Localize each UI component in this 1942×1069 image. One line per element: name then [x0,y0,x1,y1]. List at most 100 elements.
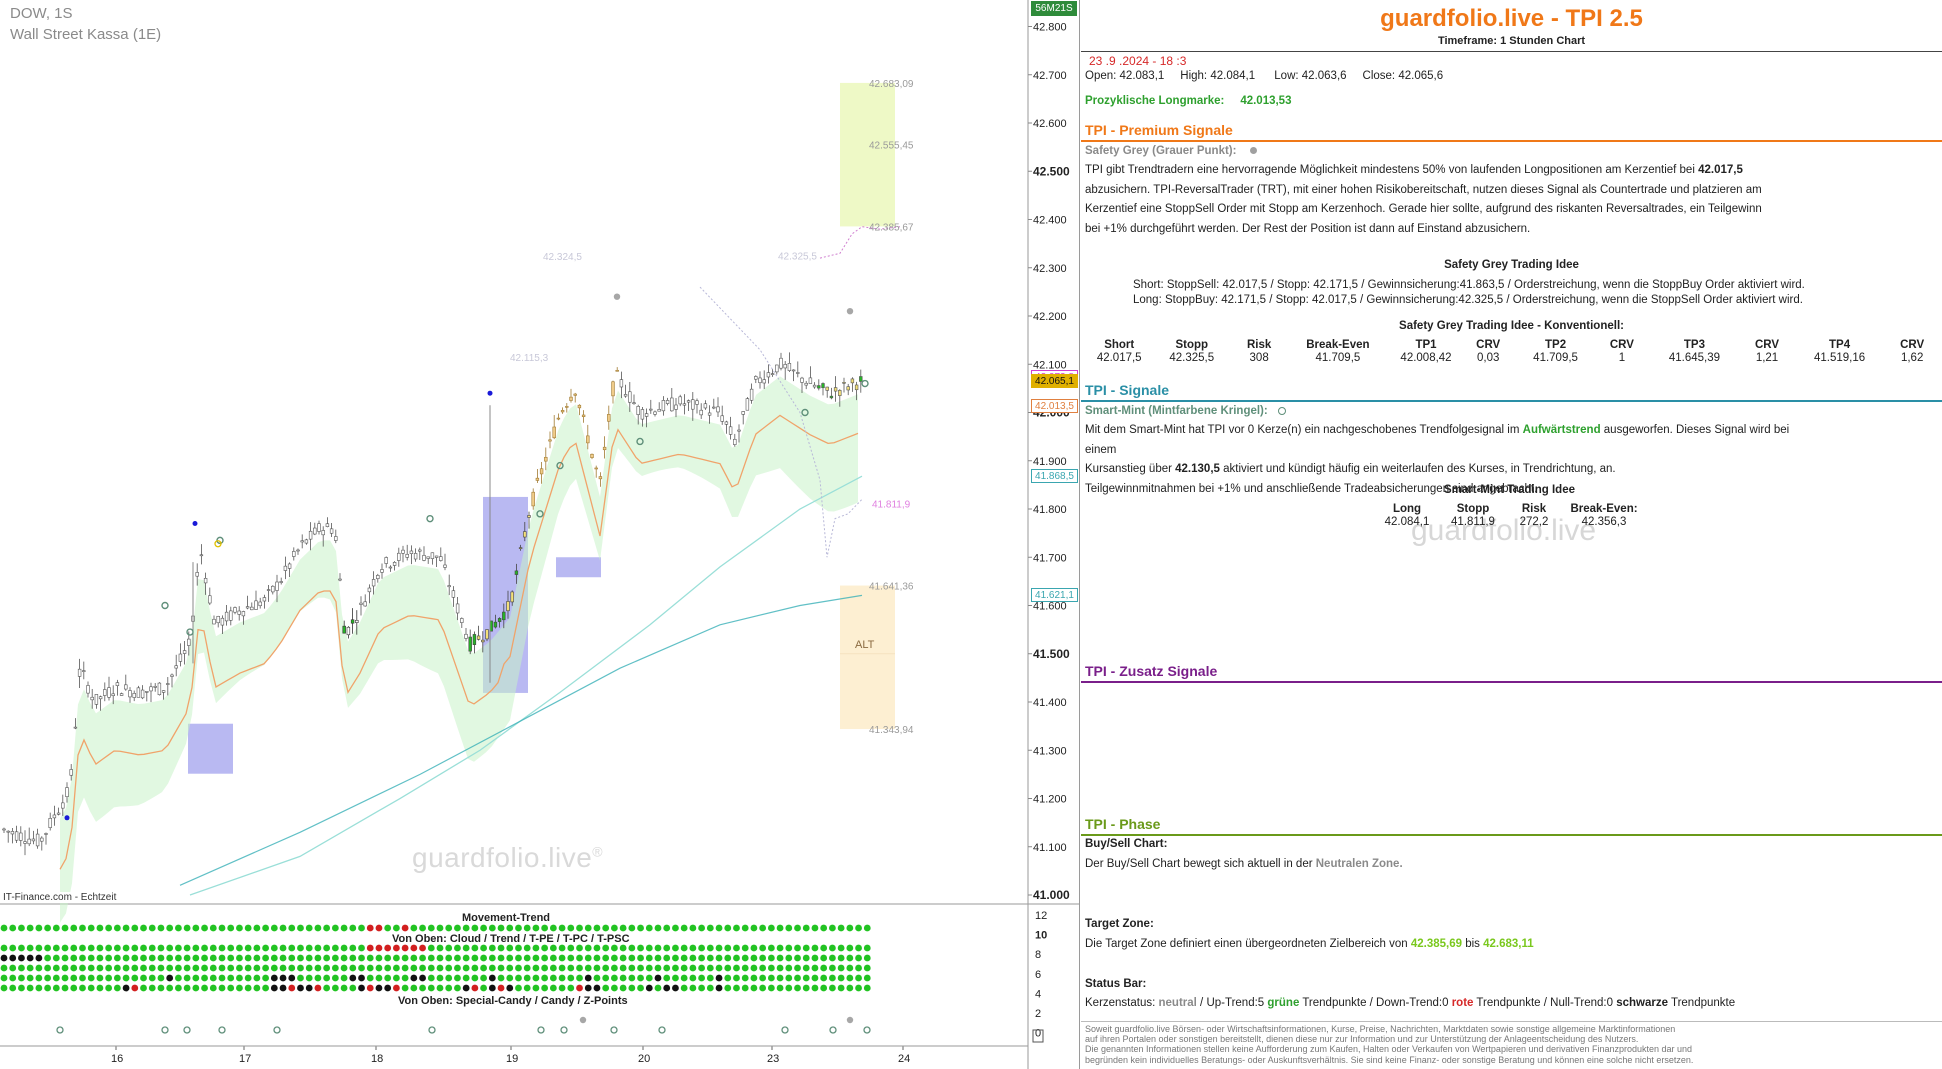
candle-body [262,597,267,602]
disclaimer-line: auf ihren Portalen oder sonstigen bereit… [1085,1034,1639,1045]
tpsc-dot [253,984,261,992]
candle-body [686,400,691,403]
cloud-dot [593,944,601,952]
movement-dot [262,924,269,932]
tpe-dot [323,964,331,972]
konv-row-cell: 41.709,5 [1315,352,1361,364]
movement-dot [218,924,226,932]
tpe-dot [480,964,487,972]
signale-line-3: Teilgewinnmitnahmen bei +1% und anschlie… [1085,482,1538,495]
cloud-dot [79,944,86,952]
tpc-dot [279,974,287,982]
tpsc-dot [218,984,226,992]
grey-dot-icon [1250,147,1258,155]
cloud-dot [611,944,618,952]
candle-body [94,694,99,705]
cloud-dot [349,944,357,952]
tpc-dot [26,974,34,982]
smart-mint-marker [426,514,434,523]
candle-body [69,769,73,776]
safety-grey-dot [613,293,621,300]
candle-body [153,685,157,688]
tpc-dot [837,974,845,982]
tpe-dot [305,964,313,972]
candle-body [338,578,342,581]
movement-dot [802,924,810,932]
price-chart[interactable]: 42.800 42.700 42.600 42.500 42.400 42.300 42.2… [0,0,1080,1069]
trend-dot [79,954,86,962]
trend-dot [593,954,601,962]
statusbar-title: Status Bar: [1085,978,1147,990]
target-zone-upper [840,82,895,227]
trend-dot [724,954,732,962]
sub-y-label: 0 [1035,1028,1041,1040]
cloud-dot [706,944,714,952]
candle-body [224,611,229,622]
movement-dot [462,924,470,932]
candle-body [770,373,775,375]
trend-dot [637,954,644,962]
candle-body [241,611,246,617]
candle-body [598,476,603,480]
zone-label: 41.641,36 [869,582,914,593]
movement-dot [855,924,862,932]
konv-row-cell: 42.008,42 [1400,352,1452,364]
cloud-dot [288,944,296,952]
cloud-dot [628,944,636,952]
cloud-dot [358,944,365,952]
candle-body [426,556,430,559]
tpsc-dot [829,984,836,992]
trend-dot [497,954,505,962]
tpc-dot [244,974,252,982]
candle-body [552,426,556,439]
movement-dot [393,924,400,932]
candle-body [439,556,443,561]
movement-dot [331,924,339,932]
tpsc-dot [811,984,819,992]
chart-pane[interactable]: 42.800 42.700 42.600 42.500 42.400 42.300 42.2… [0,0,1080,1069]
tpc-dot [576,974,583,982]
tpc-dot [724,974,732,982]
candle-body [586,435,590,444]
tpe-dot [593,964,601,972]
tpc-dot [227,974,235,982]
trend-dot [96,954,104,962]
candle-body [258,601,262,607]
candle-body [145,691,149,693]
tpsc-dot [715,984,723,992]
candle-body [329,528,334,534]
projection-path [699,286,863,558]
candle-body [691,399,695,410]
trend-dot [349,954,357,962]
trend-dot [384,954,392,962]
tpe-dot [262,964,269,972]
cloud-dot [741,944,749,952]
y-tick-label: 41.000 [1033,888,1070,902]
tpe-dot [87,964,95,972]
low-label: Low: [1274,70,1299,82]
movement-dot [227,924,235,932]
candle-body [607,414,611,422]
cloud-dot [515,944,522,952]
candle-body [544,456,548,462]
cloud-dot [279,944,287,952]
candle-body [292,551,296,557]
trend-dot [44,954,51,962]
trend-dot [340,954,348,962]
tpe-dot [802,964,810,972]
instrument-name: Wall Street Kassa (1E) [10,26,162,43]
x-tick-label: 17 [239,1053,251,1065]
tpe-dot [628,964,636,972]
targetzone-text: Die Target Zone definiert einen übergeor… [1085,938,1534,950]
candle-body [590,453,594,458]
tpsc-dot [122,984,130,992]
candle-body [392,562,397,566]
trend-dot [358,954,365,962]
movement-dot [672,924,679,932]
cloud-dot [340,944,348,952]
tpe-dot [0,964,8,972]
tpsc-dot [393,984,400,992]
candle-body [132,693,136,698]
y-tick-label: 41.200 [1033,794,1067,806]
movement-dot [497,924,505,932]
